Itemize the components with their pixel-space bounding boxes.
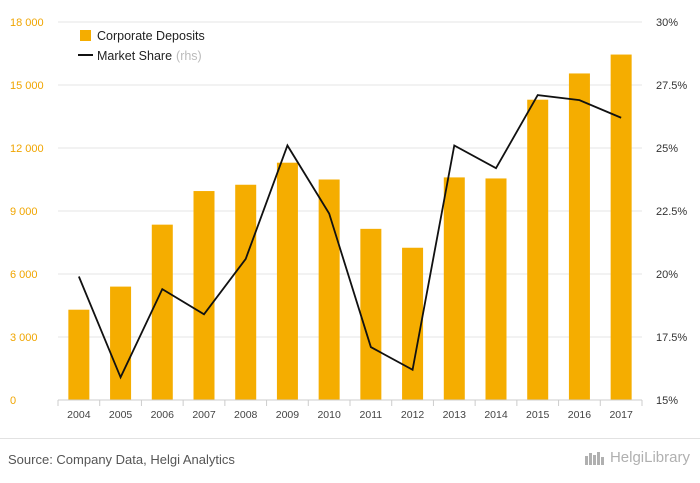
gridlines <box>58 21 642 401</box>
y-right-tick-label: 30% <box>656 17 678 29</box>
x-tick-label: 2004 <box>67 409 91 421</box>
y-left-tick-label: 12 000 <box>10 143 44 155</box>
y-left-tick-label: 15 000 <box>10 80 44 92</box>
y-right-tick-label: 22.5% <box>656 206 687 218</box>
x-tick-label: 2016 <box>568 409 592 421</box>
bar-2011 <box>360 228 382 400</box>
line-series <box>78 94 622 380</box>
bar-2006 <box>151 224 173 400</box>
y-left-tick-label: 9 000 <box>10 206 38 218</box>
legend-label-deposits: Corporate Deposits <box>97 29 205 43</box>
bar-2009 <box>276 162 298 400</box>
legend-bar-swatch <box>80 30 91 41</box>
legend: Corporate Deposits Market Share (rhs) <box>78 29 205 63</box>
y-right-tick-label: 25% <box>656 143 678 155</box>
x-tick-label: 2015 <box>526 409 550 421</box>
brand-logo: HelgiLibrary <box>584 449 690 466</box>
y-axis-right: 15% 17.5% 20% 22.5% 25% 27.5% 30% <box>656 17 687 407</box>
x-tick-label: 2013 <box>443 409 467 421</box>
x-tick-label: 2017 <box>609 409 633 421</box>
library-icon <box>584 451 604 465</box>
bar-2017 <box>610 54 632 401</box>
footer-divider <box>0 438 700 439</box>
x-tick-label: 2008 <box>234 409 258 421</box>
x-tick-label: 2005 <box>109 409 133 421</box>
y-left-tick-label: 18 000 <box>10 17 44 29</box>
bar-2015 <box>527 99 549 400</box>
y-left-tick-label: 0 <box>10 395 16 407</box>
y-right-tick-label: 17.5% <box>656 332 687 344</box>
y-left-tick-label: 6 000 <box>10 269 38 281</box>
x-tick-label: 2014 <box>484 409 508 421</box>
market-share-line <box>78 94 622 380</box>
bar-2012 <box>402 247 424 400</box>
bar-2005 <box>110 286 132 400</box>
bar-2014 <box>485 178 507 400</box>
x-tick-label: 2011 <box>360 409 383 421</box>
x-tick-label: 2007 <box>192 409 216 421</box>
bar-2008 <box>235 184 257 400</box>
y-axis-left: 0 3 000 6 000 9 000 12 000 15 000 18 000 <box>10 17 44 407</box>
y-left-tick-label: 3 000 <box>10 332 38 344</box>
bar-2010 <box>318 179 340 400</box>
bar-2013 <box>443 177 465 400</box>
bar-2004 <box>68 309 90 400</box>
x-tick-label: 2010 <box>317 409 341 421</box>
y-right-tick-label: 20% <box>656 269 678 281</box>
legend-label-market-share: Market Share (rhs) <box>97 49 202 63</box>
source-note: Source: Company Data, Helgi Analytics <box>8 452 235 467</box>
bar-series <box>68 54 632 401</box>
chart: 0 3 000 6 000 9 000 12 000 15 000 18 000 15% 17… <box>10 17 687 421</box>
x-tick-label: 2012 <box>401 409 425 421</box>
brand-name: HelgiLibrary <box>609 449 690 466</box>
y-right-tick-label: 27.5% <box>656 80 687 92</box>
bar-2007 <box>193 191 215 400</box>
x-tick-label: 2009 <box>276 409 300 421</box>
bar-2016 <box>568 73 590 400</box>
y-right-tick-label: 15% <box>656 395 678 407</box>
x-tick-label: 2006 <box>151 409 175 421</box>
x-axis: 2004 2005 2006 2007 2008 2009 2010 2011 2012 2013… <box>57 399 643 421</box>
